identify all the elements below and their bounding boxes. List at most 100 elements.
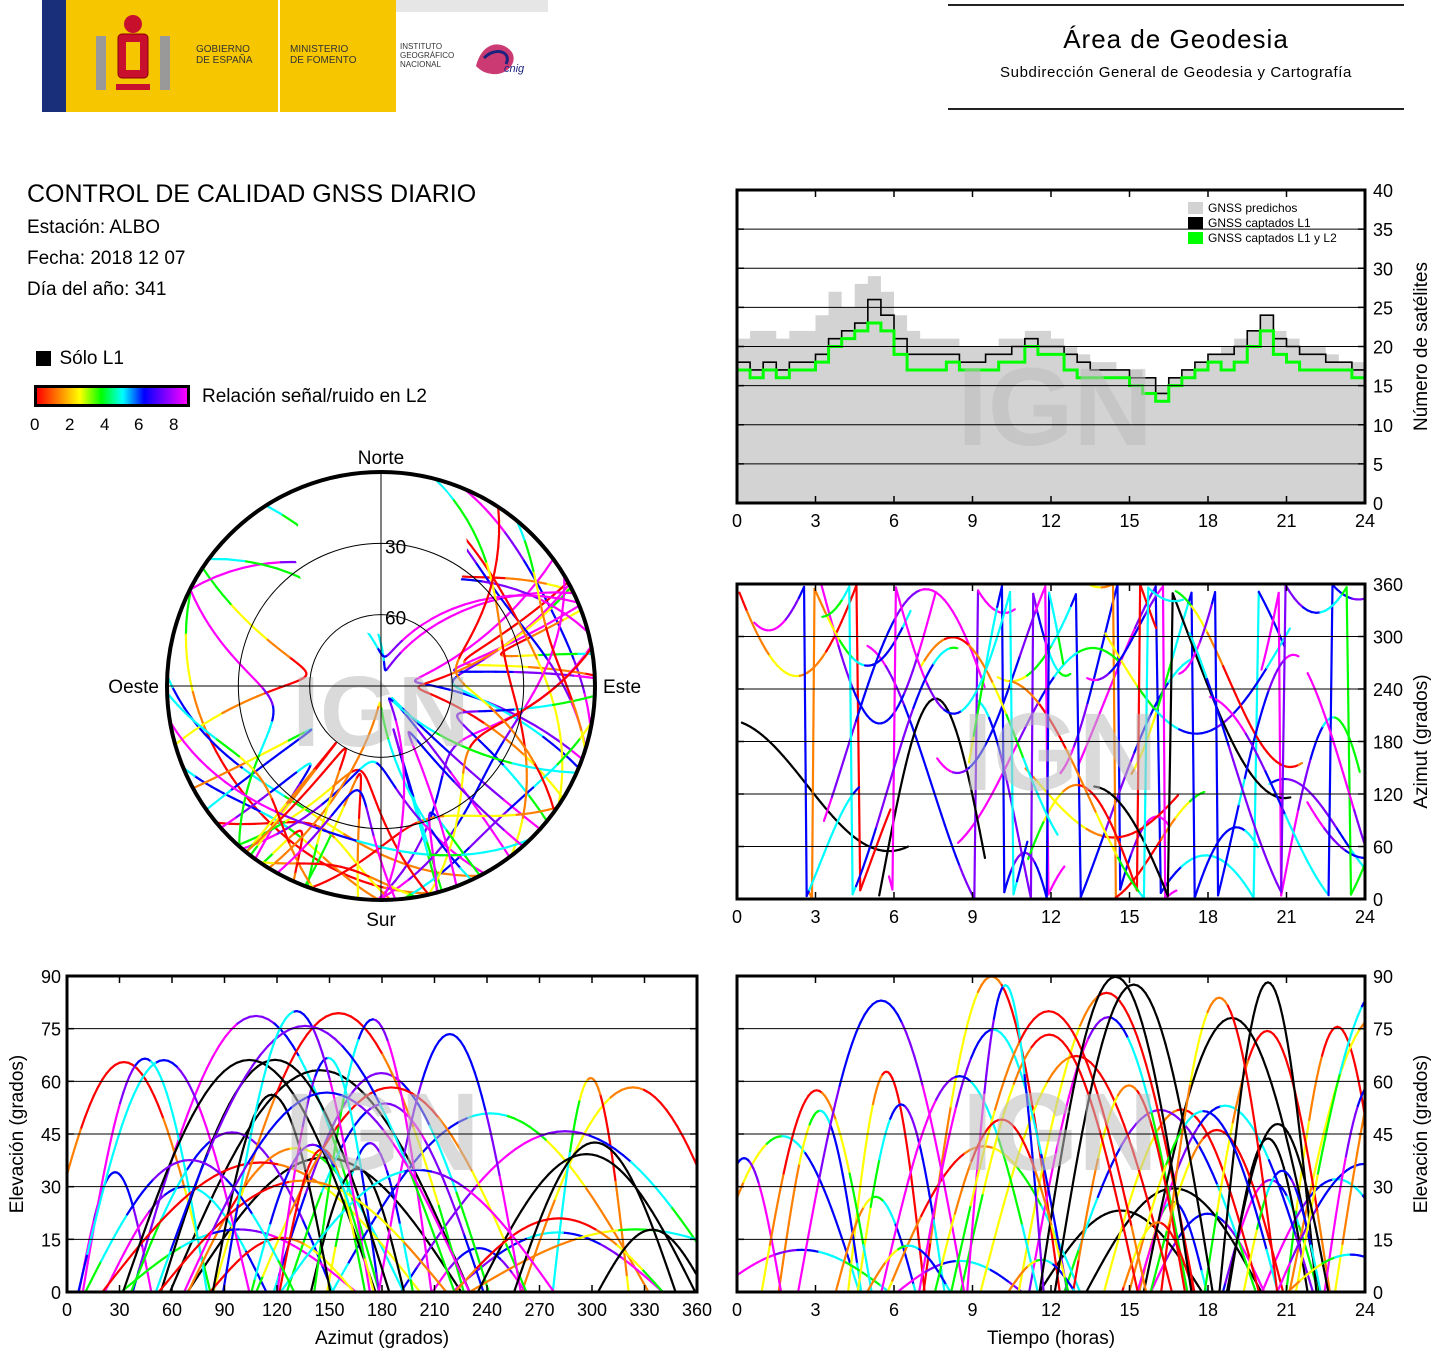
satellite-track [963,633,970,645]
satellite-track [687,1146,696,1161]
satellite-track [1118,776,1126,792]
satellite-track [321,842,328,854]
satellite-track [1205,612,1211,625]
satellite-track [650,1223,657,1236]
satellite-track [1018,840,1023,854]
satellite-track [1152,709,1158,722]
satellite-track [338,776,349,791]
satellite-track [1199,631,1205,643]
satellite-track [568,1164,579,1178]
satellite-track [383,1163,389,1173]
satellite-track [908,634,915,648]
satellite-track [757,634,764,645]
satellite-track [609,1229,621,1233]
satellite-track [1155,699,1162,713]
satellite-track [168,1273,179,1292]
north-label: Norte [358,448,404,469]
satellite-track [825,643,832,653]
satellite-track [744,1259,752,1263]
satellite-track [541,1203,548,1215]
satellite-track [450,1135,460,1149]
satellite-track [311,1074,317,1085]
satellite-track [533,761,542,776]
satellite-track [295,1246,303,1264]
satellite-track [549,692,555,705]
satellite-track [884,665,891,674]
satellite-track [417,862,428,873]
satellite-track [499,596,506,605]
satellite-track [448,609,464,618]
satellite-track [437,661,447,669]
satellite-track [418,1145,428,1167]
satellite-track [971,652,978,666]
satellite-track [1327,727,1334,741]
satellite-track [326,795,332,807]
satellite-track [409,851,422,855]
satellite-track [259,761,269,769]
satellite-track [931,591,937,604]
satellite-track [858,694,866,710]
satellite-track [465,1114,476,1120]
satellite-track [584,1233,596,1238]
ministerio-text: MINISTERIO DE FOMENTO [290,44,357,66]
satellite-track [1086,793,1094,806]
satellite-track [172,1140,181,1157]
satellite-track [541,703,555,708]
satellite-track [428,1124,437,1139]
satellite-track [166,1154,175,1172]
satellite-track [403,1088,413,1095]
satellite-track [395,1173,402,1195]
satellite-track [1193,887,1199,899]
satellite-track [543,1246,554,1253]
satellite-track [514,777,524,788]
satellite-track [229,602,240,614]
satellite-track [997,745,1002,757]
satellite-track [444,1125,454,1138]
satellite-track [128,1254,137,1275]
satellite-track [143,1226,153,1250]
satellite-track [808,882,814,892]
satellite-track [513,695,518,706]
satellite-track [381,1053,390,1068]
satellite-track [220,1229,226,1248]
satellite-track [666,1238,675,1251]
satellite-track [383,723,388,733]
satellite-track [722,1229,728,1244]
satellite-track [150,1229,158,1244]
satellite-track [395,1262,401,1274]
satellite-track [466,635,472,644]
satellite-track [1307,757,1312,769]
satellite-track [277,647,286,655]
satellite-track [1331,738,1338,752]
satellite-track [416,817,423,831]
satellite-track [375,1178,385,1185]
satellite-track [402,858,411,870]
satellite-track [1252,590,1260,899]
satellite-track [445,1270,456,1292]
satellite-track [128,1093,136,1106]
satellite-track [654,1233,661,1247]
satellite-track [288,1198,298,1215]
satellite-track [465,548,473,558]
satellite-track [137,1271,146,1279]
satellite-track [1052,613,1058,627]
satellite-track [972,721,978,737]
satellite-track [996,708,1002,720]
satellite-track [348,837,359,843]
satellite-track [520,532,526,541]
satellite-track [436,1172,446,1178]
satellite-track [423,1138,431,1150]
satellite-track [346,1249,357,1266]
satellite-track [300,804,311,812]
satellite-track [377,1270,384,1292]
satellite-track [149,1262,158,1270]
satellite-track [1254,779,1263,788]
satellite-track [461,604,477,613]
satellite-track [176,703,185,712]
satellite-track [444,1162,453,1179]
legend-swatch [1188,202,1203,214]
satellite-track [334,1147,342,1160]
satellite-track [336,1223,342,1237]
satellite-track [901,764,907,778]
satellite-track [1237,700,1244,710]
